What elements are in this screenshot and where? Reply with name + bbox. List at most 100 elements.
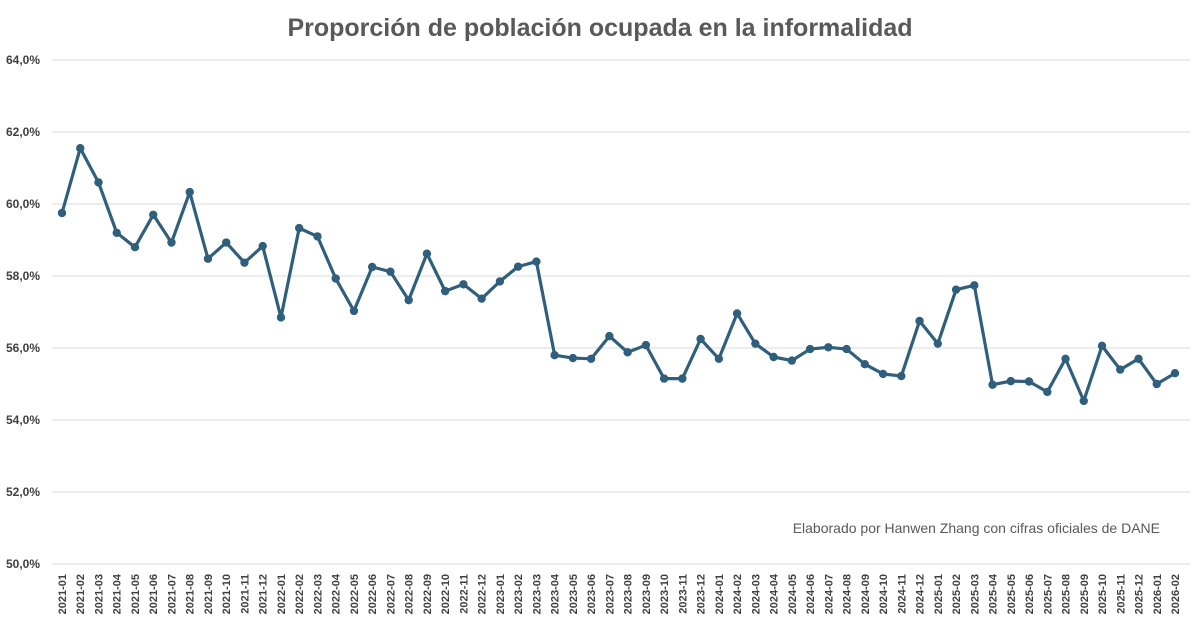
data-point [787,356,797,365]
x-tick-label: 2025-10 [1097,574,1109,614]
x-tick-label: 2024-04 [769,573,781,614]
data-point [1024,377,1034,386]
x-axis-tick-labels: 2021-01 2021-02 2021-03 2021-04 2021-05 2021-… [57,573,1182,614]
x-tick-label: 2023-10 [659,574,671,614]
y-tick-label: 62,0% [6,125,40,139]
x-tick-label: 2023-07 [604,574,616,614]
chart-title: Proporción de población ocupada en la in… [287,14,912,42]
x-tick-label: 2024-03 [750,574,762,614]
data-point [367,262,377,272]
x-tick-label: 2023-06 [586,574,598,614]
data-point [951,285,961,294]
data-point [294,223,304,233]
x-tick-label: 2021-10 [221,574,233,614]
data-point [258,241,267,251]
x-tick-label: 2023-03 [531,574,543,614]
data-point [477,294,486,303]
x-tick-label: 2022-08 [404,574,416,614]
x-tick-label: 2021-09 [203,574,215,614]
x-tick-label: 2024-02 [732,574,744,614]
x-tick-label: 2024-01 [714,574,726,614]
data-point [313,232,322,241]
y-axis-tick-labels: 64,0% 62,0% 60,0% 58,0% 56,0% 54,0% 52,0% 50,0% [6,53,40,571]
x-tick-label: 2023-01 [495,574,507,614]
data-point [276,313,286,322]
data-point [714,354,724,363]
x-tick-label: 2021-03 [93,574,105,614]
y-tick-label: 50,0% [6,557,40,571]
x-tick-label: 2025-11 [1115,574,1127,614]
x-tick-label: 2025-06 [1024,574,1036,614]
data-point [76,143,85,153]
data-point [1097,341,1107,351]
x-tick-label: 2025-01 [933,574,945,614]
data-point [568,353,578,363]
x-tick-label: 2022-11 [458,574,470,614]
data-point [386,267,395,276]
data-point [532,257,541,266]
data-point [422,249,432,258]
source-annotation: Elaborado por Hanwen Zhang con cifras of… [793,520,1160,536]
x-tick-label: 2024-12 [915,574,927,614]
data-point [440,286,450,296]
x-tick-label: 2025-12 [1134,574,1146,614]
x-tick-label: 2022-07 [385,574,397,614]
data-point [149,210,158,219]
data-point [349,306,359,316]
x-tick-label: 2025-03 [969,574,981,614]
x-tick-label: 2021-05 [130,574,142,614]
x-tick-label: 2021-02 [75,574,87,614]
data-point [1152,379,1161,389]
data-point [878,369,888,379]
x-tick-label: 2024-07 [823,574,835,614]
data-point [605,331,614,341]
x-tick-label: 2023-05 [568,574,580,614]
x-tick-label: 2021-07 [166,574,178,614]
data-point [696,334,705,344]
data-point [678,374,687,383]
x-tick-label: 2021-01 [57,574,69,614]
x-tick-label: 2025-05 [1006,574,1018,614]
x-tick-label: 2024-09 [860,574,872,614]
data-point [641,340,651,350]
x-tick-label: 2024-05 [787,574,799,614]
data-point [1170,369,1180,378]
x-tick-label: 2025-07 [1042,574,1054,614]
x-tick-label: 2021-12 [258,574,270,614]
data-point [331,274,340,283]
data-point [897,371,906,381]
y-tick-label: 52,0% [6,485,40,499]
x-tick-label: 2026-02 [1170,574,1182,614]
x-tick-label: 2023-12 [696,574,708,614]
data-point [970,281,979,290]
x-tick-label: 2024-06 [805,574,817,614]
x-tick-label: 2026-01 [1152,574,1164,614]
series-layer [57,143,1180,406]
y-tick-label: 58,0% [6,269,40,283]
y-tick-label: 54,0% [6,413,40,427]
data-point [240,258,249,267]
data-point [1006,376,1015,386]
data-point [988,380,997,389]
gridlines [52,59,1190,565]
x-tick-label: 2022-10 [440,574,452,614]
x-tick-label: 2022-12 [477,574,489,614]
data-point [222,238,231,247]
x-tick-label: 2025-08 [1061,574,1073,614]
x-tick-label: 2022-03 [312,574,324,614]
y-tick-label: 56,0% [6,341,40,355]
x-tick-label: 2023-08 [623,574,635,614]
data-point [824,343,833,352]
x-tick-label: 2022-01 [276,574,288,614]
x-tick-label: 2024-08 [842,574,854,614]
data-point [404,295,413,305]
data-point [1079,396,1088,406]
data-point [130,242,140,252]
data-point [623,348,632,357]
data-point [933,339,943,348]
x-tick-label: 2022-06 [367,574,379,614]
x-tick-label: 2022-09 [422,574,434,614]
data-point [1134,354,1143,363]
x-tick-label: 2023-11 [677,574,689,614]
